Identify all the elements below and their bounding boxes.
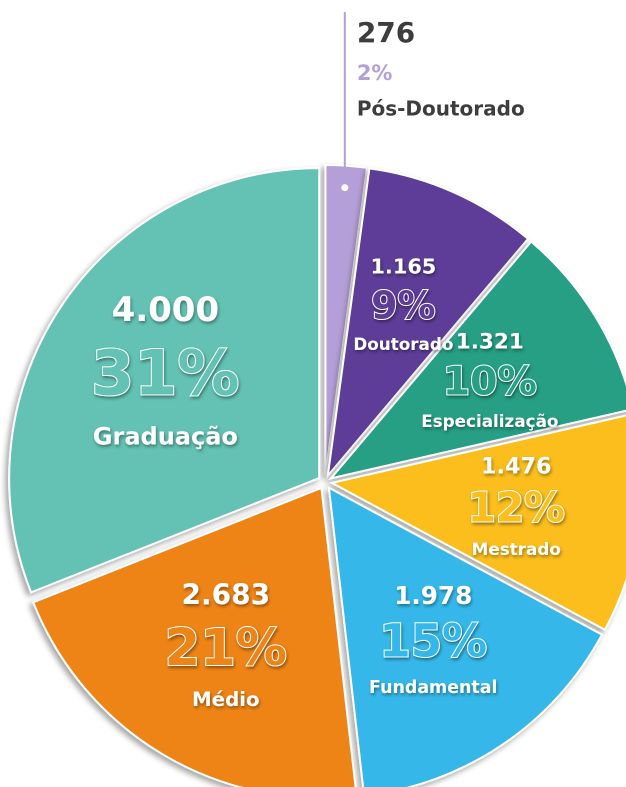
- slice-dot: [341, 184, 349, 192]
- pie-slice: [8, 167, 321, 594]
- value-label: 1.978: [394, 581, 472, 610]
- share-label: 2%: [357, 61, 393, 85]
- pie-slice: [326, 167, 530, 479]
- category-label: Graduação: [93, 423, 238, 451]
- pie-slice: [327, 486, 604, 787]
- share-label: 15%: [379, 615, 487, 668]
- category-label: Pós-Doutorado: [357, 97, 525, 121]
- value-label: 2.683: [182, 578, 271, 611]
- value-label: 1.321: [456, 329, 524, 354]
- share-label: 10%: [443, 360, 537, 405]
- value-label: 1.476: [481, 454, 552, 480]
- share-label: 12%: [468, 483, 565, 531]
- pie-slice: [31, 486, 357, 787]
- pie-slice: [329, 414, 626, 632]
- category-label: Médio: [192, 688, 260, 711]
- category-label: Fundamental: [369, 678, 497, 698]
- pie-slice: [328, 240, 626, 481]
- share-label: 9%: [371, 284, 435, 328]
- share-label: 31%: [91, 337, 239, 410]
- value-label: 276: [357, 16, 415, 49]
- category-label: Doutorado: [353, 334, 453, 354]
- value-label: 4.000: [112, 290, 220, 330]
- share-label: 21%: [165, 619, 287, 678]
- category-label: Especialização: [421, 411, 558, 431]
- category-label: Mestrado: [472, 539, 561, 559]
- pie-slice: [324, 164, 369, 476]
- value-label: 1.165: [370, 255, 436, 279]
